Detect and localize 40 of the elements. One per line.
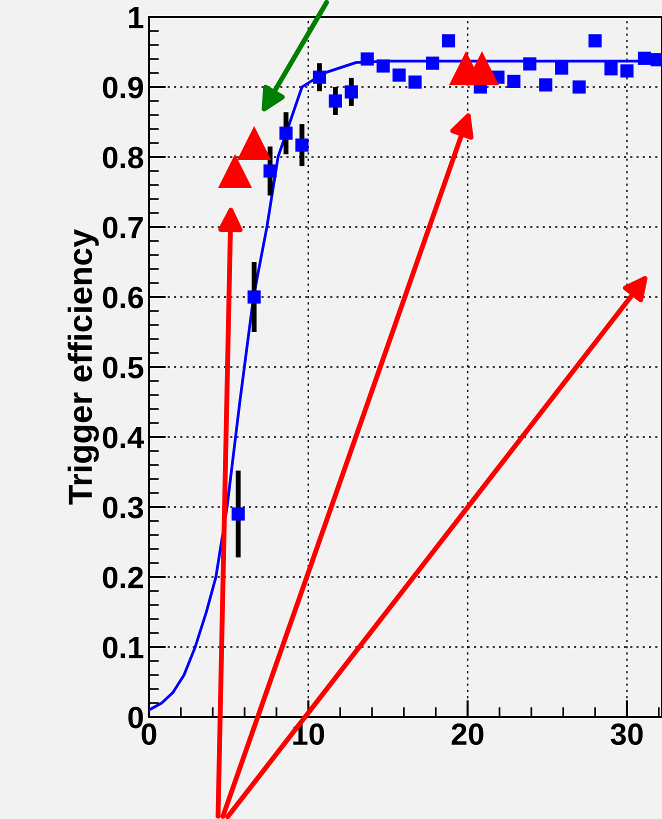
- point: [263, 164, 277, 178]
- y-tick-label: 0.1: [102, 636, 144, 658]
- point: [539, 78, 552, 92]
- point: [408, 76, 422, 89]
- point: [604, 62, 618, 76]
- point: [620, 64, 634, 78]
- y-axis-title: Trigger efficiency: [68, 229, 99, 505]
- point: [638, 52, 652, 65]
- y-tick-label: 0: [128, 706, 143, 728]
- point: [248, 290, 261, 304]
- y-tick-label: 1: [129, 7, 144, 28]
- x-tick-label: 30: [610, 723, 643, 746]
- point: [426, 56, 440, 70]
- point: [218, 154, 252, 188]
- point: [295, 138, 309, 152]
- point: [572, 80, 586, 94]
- y-tick-label: 0.7: [102, 216, 143, 238]
- point: [360, 52, 374, 66]
- point: [344, 85, 358, 98]
- x-tick-label: 20: [452, 723, 484, 745]
- point: [279, 126, 293, 140]
- point: [237, 126, 272, 160]
- point: [232, 507, 245, 521]
- point: [376, 59, 390, 73]
- point: [392, 68, 406, 82]
- y-tick-label: 0.3: [102, 496, 144, 518]
- point: [555, 62, 568, 75]
- y-tick-label: 0.8: [102, 146, 144, 168]
- point: [442, 34, 456, 48]
- point: [523, 57, 536, 70]
- point: [588, 34, 602, 48]
- point: [507, 74, 520, 88]
- point: [328, 94, 342, 108]
- y-tick-label: 0.2: [102, 566, 143, 588]
- y-tick-label: 0.9: [102, 76, 144, 98]
- point: [464, 51, 499, 86]
- y-tick-label: 0.5: [102, 356, 144, 378]
- point: [312, 70, 326, 84]
- y-tick-label: 0.6: [102, 286, 144, 308]
- y-tick-label: 0.4: [102, 426, 144, 448]
